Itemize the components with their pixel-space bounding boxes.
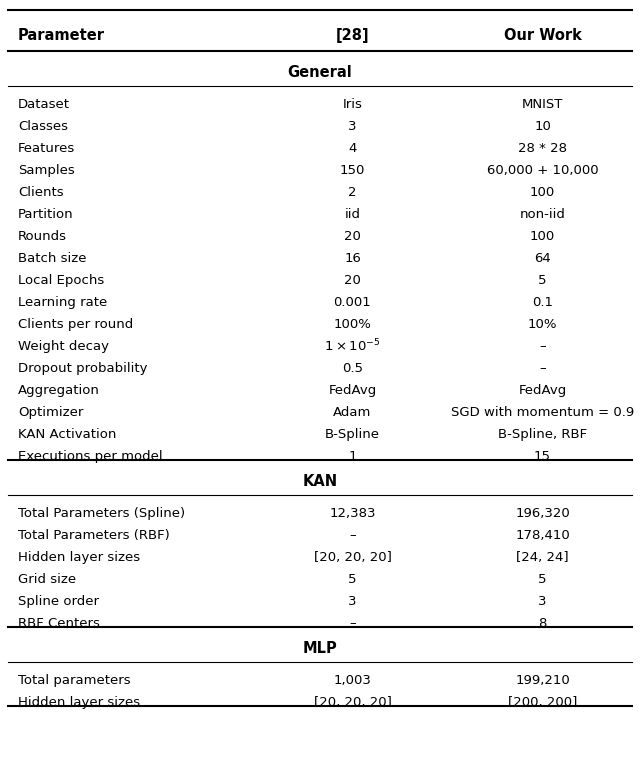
Text: B-Spline: B-Spline xyxy=(325,428,380,440)
Text: FedAvg: FedAvg xyxy=(328,383,376,397)
Text: Batch size: Batch size xyxy=(18,252,86,265)
Text: B-Spline, RBF: B-Spline, RBF xyxy=(498,428,587,440)
Text: –: – xyxy=(539,340,546,353)
Text: Iris: Iris xyxy=(342,98,362,111)
Text: RBF Centers: RBF Centers xyxy=(18,617,100,630)
Text: Classes: Classes xyxy=(18,120,68,132)
Text: 100: 100 xyxy=(530,229,555,243)
Text: 0.1: 0.1 xyxy=(532,296,553,309)
Text: 10: 10 xyxy=(534,120,551,132)
Text: Hidden layer sizes: Hidden layer sizes xyxy=(18,696,140,709)
Text: 5: 5 xyxy=(538,274,547,286)
Text: –: – xyxy=(349,529,356,542)
Text: 199,210: 199,210 xyxy=(515,674,570,687)
Text: KAN Activation: KAN Activation xyxy=(18,428,116,440)
Text: Hidden layer sizes: Hidden layer sizes xyxy=(18,551,140,564)
Text: 0.5: 0.5 xyxy=(342,362,363,375)
Text: Our Work: Our Work xyxy=(504,28,581,43)
Text: Features: Features xyxy=(18,142,76,155)
Text: [200, 200]: [200, 200] xyxy=(508,696,577,709)
Text: MNIST: MNIST xyxy=(522,98,563,111)
Text: 100%: 100% xyxy=(333,318,371,331)
Text: 100: 100 xyxy=(530,186,555,199)
Text: [28]: [28] xyxy=(336,28,369,43)
Text: 64: 64 xyxy=(534,252,551,265)
Text: 178,410: 178,410 xyxy=(515,529,570,542)
Text: 1,003: 1,003 xyxy=(333,674,371,687)
Text: 10%: 10% xyxy=(528,318,557,331)
Text: Weight decay: Weight decay xyxy=(18,340,109,353)
Text: MLP: MLP xyxy=(303,641,337,656)
Text: iid: iid xyxy=(344,208,360,221)
Text: Local Epochs: Local Epochs xyxy=(18,274,104,286)
Text: 5: 5 xyxy=(538,573,547,586)
Text: Aggregation: Aggregation xyxy=(18,383,100,397)
Text: Samples: Samples xyxy=(18,164,75,177)
Text: [20, 20, 20]: [20, 20, 20] xyxy=(314,551,392,564)
Text: 16: 16 xyxy=(344,252,361,265)
Text: Partition: Partition xyxy=(18,208,74,221)
Text: 20: 20 xyxy=(344,274,361,286)
Text: $1 \times 10^{-5}$: $1 \times 10^{-5}$ xyxy=(324,338,381,355)
Text: Rounds: Rounds xyxy=(18,229,67,243)
Text: KAN: KAN xyxy=(303,474,337,489)
Text: 1: 1 xyxy=(348,450,356,463)
Text: 60,000 + 10,000: 60,000 + 10,000 xyxy=(486,164,598,177)
Text: Adam: Adam xyxy=(333,406,372,419)
Text: –: – xyxy=(539,362,546,375)
Text: 15: 15 xyxy=(534,450,551,463)
Text: 20: 20 xyxy=(344,229,361,243)
Text: SGD with momentum = 0.9: SGD with momentum = 0.9 xyxy=(451,406,634,419)
Text: Grid size: Grid size xyxy=(18,573,76,586)
Text: Total Parameters (Spline): Total Parameters (Spline) xyxy=(18,507,185,520)
Text: 28 * 28: 28 * 28 xyxy=(518,142,567,155)
Text: 12,383: 12,383 xyxy=(329,507,376,520)
Text: 8: 8 xyxy=(538,617,547,630)
Text: [24, 24]: [24, 24] xyxy=(516,551,569,564)
Text: –: – xyxy=(349,617,356,630)
Text: 196,320: 196,320 xyxy=(515,507,570,520)
Text: Optimizer: Optimizer xyxy=(18,406,83,419)
Text: Parameter: Parameter xyxy=(18,28,105,43)
Text: Dataset: Dataset xyxy=(18,98,70,111)
Text: Learning rate: Learning rate xyxy=(18,296,108,309)
Text: 5: 5 xyxy=(348,573,356,586)
Text: 2: 2 xyxy=(348,186,356,199)
Text: 4: 4 xyxy=(348,142,356,155)
Text: Clients: Clients xyxy=(18,186,63,199)
Text: 150: 150 xyxy=(340,164,365,177)
Text: non-iid: non-iid xyxy=(520,208,565,221)
Text: Clients per round: Clients per round xyxy=(18,318,133,331)
Text: FedAvg: FedAvg xyxy=(518,383,566,397)
Text: [20, 20, 20]: [20, 20, 20] xyxy=(314,696,392,709)
Text: 3: 3 xyxy=(348,595,356,608)
Text: Executions per model: Executions per model xyxy=(18,450,163,463)
Text: Total Parameters (RBF): Total Parameters (RBF) xyxy=(18,529,170,542)
Text: General: General xyxy=(287,65,353,80)
Text: Total parameters: Total parameters xyxy=(18,674,131,687)
Text: Dropout probability: Dropout probability xyxy=(18,362,147,375)
Text: 0.001: 0.001 xyxy=(333,296,371,309)
Text: Spline order: Spline order xyxy=(18,595,99,608)
Text: 3: 3 xyxy=(538,595,547,608)
Text: 3: 3 xyxy=(348,120,356,132)
